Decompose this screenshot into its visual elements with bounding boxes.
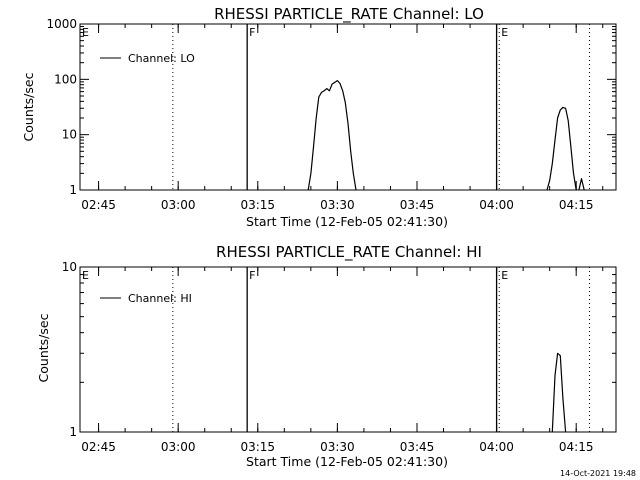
panel-lo-x-axis: 02:45 03:00 03:15 03:30 03:45 04:00 04:15 [81, 24, 604, 212]
panel-lo-legend: Channel: LO [100, 52, 195, 65]
panel-lo-y-axis: 1 10 100 1000 [46, 17, 616, 197]
x-tick-label-lo-4: 03:45 [400, 198, 435, 212]
marker-label-hi-0: E [82, 269, 89, 282]
y-tick-label-hi-0: 1 [69, 425, 77, 439]
x-tick-label-hi-4: 03:45 [400, 440, 435, 454]
panel-lo-plot-frame [79, 23, 617, 191]
x-tick-label-hi-5: 04:00 [479, 440, 514, 454]
panel-hi-x-label: Start Time (12-Feb-05 02:41:30) [246, 454, 448, 469]
panel-lo: RHESSI PARTICLE_RATE Channel: LO E F E 02:… [21, 5, 617, 229]
series-hi-segment-0 [551, 352, 567, 433]
marker-label-lo-4: E [501, 26, 508, 39]
series-lo-segment-0 [307, 79, 357, 191]
x-tick-label-lo-1: 03:00 [161, 198, 196, 212]
panel-lo-title: RHESSI PARTICLE_RATE Channel: LO [214, 5, 484, 24]
panel-lo-series [307, 79, 585, 191]
panel-hi-plot-frame [79, 266, 617, 433]
series-lo-segment-1 [546, 106, 577, 191]
x-tick-label-hi-0: 02:45 [81, 440, 116, 454]
x-tick-label-hi-2: 03:15 [240, 440, 275, 454]
y-tick-label-lo-2: 100 [54, 72, 77, 86]
y-tick-label-lo-1: 10 [62, 128, 77, 142]
x-tick-label-hi-6: 04:15 [559, 440, 594, 454]
panel-hi-x-axis: 02:45 03:00 03:15 03:30 03:45 04:00 04:15 [81, 267, 604, 454]
y-tick-label-lo-0: 1 [69, 183, 77, 197]
marker-label-lo-0: E [82, 26, 89, 39]
series-lo-segment-2 [578, 178, 585, 191]
x-tick-label-lo-5: 04:00 [479, 198, 514, 212]
x-tick-label-lo-0: 02:45 [81, 198, 116, 212]
panel-hi-series [551, 352, 567, 433]
panel-hi: RHESSI PARTICLE_RATE Channel: HI E F E 02:… [36, 243, 617, 469]
panel-hi-legend: Channel: HI [100, 292, 192, 305]
marker-label-hi-2: F [249, 269, 255, 282]
panel-lo-x-label: Start Time (12-Feb-05 02:41:30) [246, 214, 448, 229]
marker-label-lo-2: F [249, 26, 255, 39]
x-tick-label-lo-6: 04:15 [559, 198, 594, 212]
x-tick-label-hi-1: 03:00 [161, 440, 196, 454]
legend-label-lo: Channel: LO [128, 52, 195, 65]
panel-hi-y-axis: 1 10 [62, 260, 616, 439]
panel-hi-title: RHESSI PARTICLE_RATE Channel: HI [216, 243, 482, 262]
x-tick-label-lo-3: 03:30 [320, 198, 355, 212]
footer-timestamp: 14-Oct-2021 19:48 [560, 469, 636, 478]
panel-lo-y-label: Counts/sec [21, 72, 36, 141]
panel-hi-y-label: Counts/sec [36, 313, 51, 382]
marker-label-hi-4: E [501, 269, 508, 282]
y-tick-label-lo-3: 1000 [46, 17, 77, 31]
x-tick-label-lo-2: 03:15 [240, 198, 275, 212]
x-tick-label-hi-3: 03:30 [320, 440, 355, 454]
legend-label-hi: Channel: HI [128, 292, 192, 305]
y-tick-label-hi-1: 10 [62, 260, 77, 274]
